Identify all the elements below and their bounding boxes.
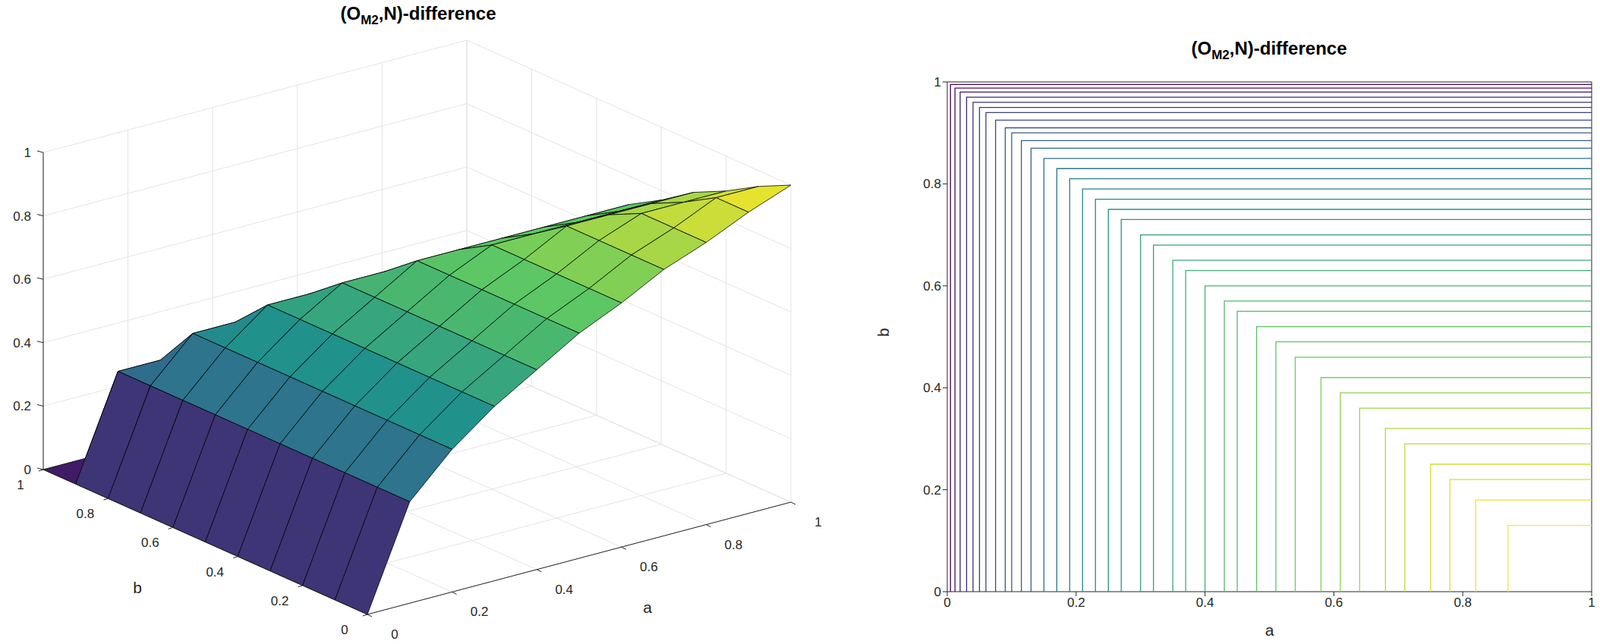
svg-text:1: 1	[934, 75, 942, 90]
svg-text:0.6: 0.6	[1325, 595, 1344, 611]
svg-text:0.6: 0.6	[639, 560, 659, 575]
svg-text:a: a	[1265, 621, 1275, 638]
svg-text:0.6: 0.6	[141, 535, 160, 551]
svg-text:1: 1	[16, 478, 24, 493]
svg-text:0.2: 0.2	[922, 483, 942, 498]
svg-text:b: b	[874, 327, 892, 338]
svg-text:0.8: 0.8	[922, 176, 942, 192]
svg-text:0: 0	[24, 462, 32, 478]
svg-text:(OM2,N)-difference: (OM2,N)-difference	[340, 3, 497, 28]
svg-text:0.8: 0.8	[12, 209, 32, 224]
svg-text:0.2: 0.2	[1067, 595, 1086, 611]
svg-text:0.2: 0.2	[270, 594, 290, 609]
svg-text:0.8: 0.8	[724, 538, 744, 553]
svg-text:1: 1	[1587, 595, 1595, 611]
svg-text:0: 0	[340, 623, 348, 638]
svg-text:0.6: 0.6	[12, 272, 32, 287]
svg-text:0: 0	[943, 595, 951, 611]
svg-text:0.4: 0.4	[12, 336, 32, 351]
svg-text:1: 1	[814, 515, 822, 530]
svg-text:b: b	[132, 579, 142, 597]
svg-text:0.2: 0.2	[470, 604, 489, 620]
svg-text:0: 0	[934, 585, 942, 600]
svg-text:0.4: 0.4	[205, 565, 224, 580]
svg-text:0.2: 0.2	[12, 399, 32, 414]
svg-text:1: 1	[24, 145, 32, 161]
svg-text:0.4: 0.4	[922, 381, 942, 396]
svg-text:(OM2,N)-difference: (OM2,N)-difference	[1191, 37, 1348, 63]
svg-text:0.4: 0.4	[1196, 595, 1215, 611]
svg-text:a: a	[642, 598, 652, 617]
svg-text:0.8: 0.8	[1453, 595, 1472, 611]
svg-text:0.4: 0.4	[554, 582, 574, 598]
svg-text:0: 0	[390, 627, 398, 643]
svg-text:0.6: 0.6	[922, 279, 942, 294]
svg-text:0.8: 0.8	[76, 507, 95, 522]
